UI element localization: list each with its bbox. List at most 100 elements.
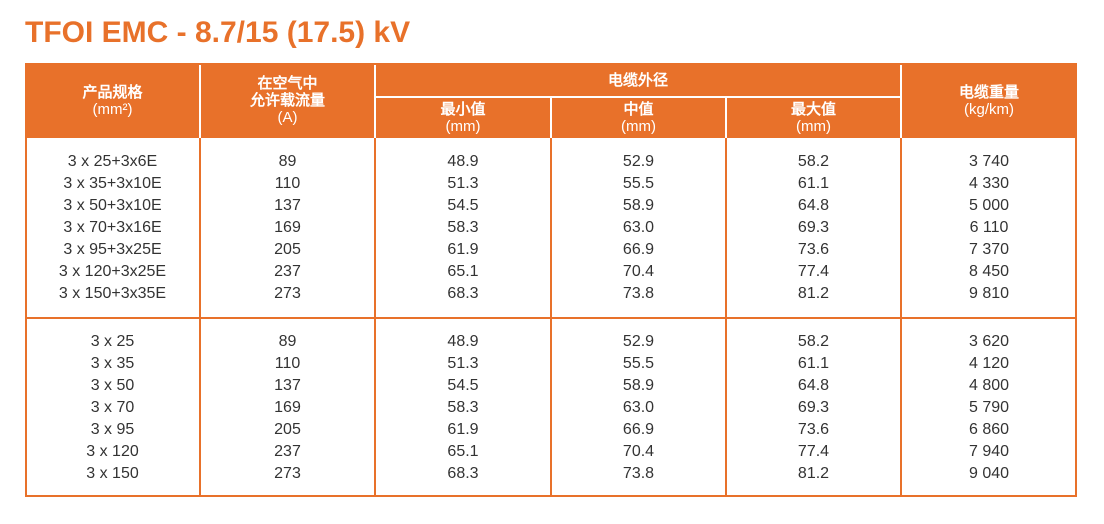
- cell: 110: [274, 355, 301, 372]
- header-text: 最大值: [790, 100, 836, 118]
- cell: 273: [274, 465, 301, 482]
- header-cell: 中值 (mm): [551, 97, 726, 138]
- cell: 65.1: [447, 263, 479, 280]
- cell: 3 x 150+3x35E: [58, 285, 167, 302]
- header-text: 中值: [623, 100, 654, 118]
- cell: 7 370: [968, 241, 1010, 258]
- header-text: 电缆重量: [958, 83, 1019, 101]
- group-line: [25, 317, 1077, 319]
- cell: 3 620: [968, 333, 1010, 350]
- cell: 64.8: [797, 197, 830, 214]
- header-text: 在空气中: [257, 75, 318, 92]
- cell: 81.2: [797, 285, 830, 302]
- cell: 61.9: [447, 241, 479, 258]
- cell: 68.3: [447, 465, 479, 482]
- cell: 3 x 70: [90, 399, 135, 416]
- header-cell: 电缆重量 (kg/km): [901, 63, 1077, 138]
- cell: 66.9: [622, 241, 655, 258]
- cell: 68.3: [447, 285, 479, 302]
- cell: 77.4: [797, 263, 830, 280]
- cell: 237: [274, 443, 301, 460]
- cell: 237: [274, 263, 301, 280]
- cell: 273: [274, 285, 301, 302]
- cell: 9 040: [968, 465, 1010, 482]
- cell: 54.5: [447, 377, 479, 394]
- cell: 54.5: [447, 197, 479, 214]
- cell: 3 740: [968, 153, 1010, 170]
- header-cell: 产品规格 (mm²): [25, 63, 200, 138]
- cell: 89: [278, 153, 297, 170]
- cell: 3 x 35: [90, 355, 135, 372]
- header-text: (mm): [796, 117, 831, 135]
- cell: 69.3: [797, 399, 830, 416]
- cell: 64.8: [797, 377, 830, 394]
- cell: 77.4: [797, 443, 830, 460]
- cell: 169: [274, 219, 301, 236]
- cell: 51.3: [447, 355, 479, 372]
- cell: 63.0: [622, 219, 655, 236]
- cell: 58.3: [447, 219, 479, 236]
- cell: 81.2: [797, 465, 830, 482]
- cell: 73.6: [797, 241, 830, 258]
- cell: 61.1: [797, 355, 830, 372]
- cell: 58.3: [447, 399, 479, 416]
- cell: 205: [274, 421, 301, 438]
- cell: 73.8: [622, 465, 655, 482]
- cell: 5 000: [968, 197, 1010, 214]
- cell: 58.9: [622, 197, 655, 214]
- cell: 4 330: [968, 175, 1010, 192]
- cell: 73.8: [622, 285, 655, 302]
- cell: 48.9: [447, 333, 479, 350]
- cell: 7 940: [968, 443, 1010, 460]
- header-divider: [199, 65, 201, 138]
- cell: 8 450: [968, 263, 1010, 280]
- cell: 55.5: [622, 355, 655, 372]
- header-cell: 最小值 (mm): [375, 97, 551, 138]
- cell: 6 110: [969, 219, 1009, 236]
- cell: 169: [274, 399, 301, 416]
- header-text: (kg/km): [964, 100, 1014, 118]
- cell: 61.1: [797, 175, 830, 192]
- cell: 70.4: [622, 263, 655, 280]
- cell: 3 x 120: [86, 443, 139, 460]
- header-cell: 最大值 (mm): [726, 97, 901, 138]
- title: TFOI EMC - 8.7/15 (17.5) kV: [25, 16, 411, 49]
- cell: 4 800: [968, 377, 1010, 394]
- header-text: (mm): [445, 117, 481, 135]
- header-text: 最小值: [440, 100, 486, 118]
- cell: 137: [274, 377, 301, 394]
- header-text: 允许载流量: [249, 92, 325, 109]
- cell: 4 120: [968, 355, 1010, 372]
- header-text: 产品规格: [82, 83, 143, 101]
- cell: 48.9: [447, 153, 479, 170]
- cell: 73.6: [797, 421, 830, 438]
- cell: 52.9: [622, 333, 655, 350]
- cell: 58.2: [797, 153, 830, 170]
- cell: 3 x 95: [90, 421, 135, 438]
- cell: 3 x 50: [90, 377, 135, 394]
- cell: 63.0: [622, 399, 655, 416]
- header-divider: [375, 96, 901, 98]
- cell: 137: [274, 197, 301, 214]
- cell: 89: [278, 333, 297, 350]
- header-divider: [725, 97, 727, 138]
- cell: 110: [274, 175, 301, 192]
- cell: 205: [274, 241, 301, 258]
- cell: 9 810: [968, 285, 1010, 302]
- cell: 3 x 120+3x25E: [58, 263, 167, 280]
- cell: 3 x 150: [86, 465, 139, 482]
- cell: 3 x 50+3x10E: [63, 197, 162, 214]
- header-divider: [550, 97, 552, 138]
- group-header: 电缆外径: [607, 71, 668, 89]
- cell: 55.5: [622, 175, 655, 192]
- cell: 6 860: [968, 421, 1010, 438]
- cell: 52.9: [622, 153, 655, 170]
- header-cell: 在空气中 允许载流量 (A): [200, 63, 375, 138]
- cell: 3 x 70+3x16E: [63, 219, 162, 236]
- header-text: (mm): [621, 117, 656, 135]
- header-text: (mm²): [92, 100, 133, 118]
- cell: 3 x 25: [90, 333, 135, 350]
- cell: 3 x 95+3x25E: [63, 241, 162, 258]
- header-divider: [900, 65, 902, 138]
